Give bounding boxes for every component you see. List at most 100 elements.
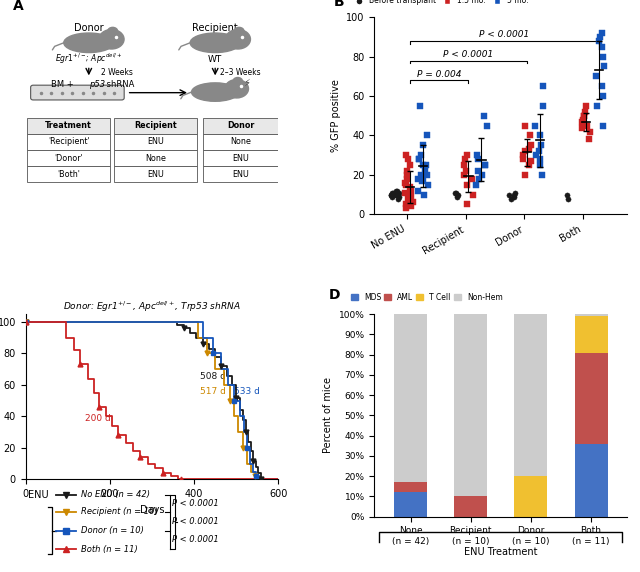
Point (506, 194, 516, 203)
Point (415, 150, 426, 160)
FancyBboxPatch shape (202, 150, 278, 166)
Y-axis label: Percent of mice: Percent of mice (323, 378, 333, 454)
Point (389, 190, 399, 199)
Point (577, 123, 587, 132)
FancyBboxPatch shape (27, 118, 110, 134)
Text: ENU: ENU (232, 170, 249, 179)
Point (459, 161, 469, 170)
Text: ⚡: ⚡ (243, 78, 250, 88)
Bar (575, 352, 607, 444)
Point (579, 111, 589, 120)
Bar (454, 314, 487, 496)
Text: Donor (n = 10): Donor (n = 10) (81, 526, 144, 535)
Point (518, 150, 528, 160)
Text: ENU: ENU (147, 170, 164, 179)
Text: P < 0.0001: P < 0.0001 (172, 535, 219, 545)
Point (460, 154, 470, 164)
Point (577, 117, 588, 126)
Bar (575, 444, 607, 517)
Point (452, 192, 463, 201)
Bar (394, 492, 427, 517)
Point (524, 161, 534, 170)
Point (597, 82, 607, 91)
Point (563, 194, 573, 203)
Bar (454, 496, 487, 517)
Point (530, 121, 540, 130)
Legend: Before transplant, 1.5 mo., 5 mo.: Before transplant, 1.5 mo., 5 mo. (348, 0, 532, 9)
Point (422, 170, 433, 180)
Text: P < 0.0001: P < 0.0001 (444, 50, 493, 59)
Point (403, 194, 413, 203)
Text: None: None (230, 137, 251, 146)
Point (526, 141, 536, 150)
Point (422, 180, 433, 189)
Point (404, 196, 414, 205)
FancyBboxPatch shape (202, 166, 278, 182)
Bar (575, 314, 607, 316)
Text: $Egr1^{+/-}$; $Apc^{del/+}$: $Egr1^{+/-}$; $Apc^{del/+}$ (55, 51, 122, 66)
FancyBboxPatch shape (114, 134, 198, 150)
Text: Recipient (n = 10): Recipient (n = 10) (81, 507, 158, 516)
Point (526, 157, 536, 166)
Point (404, 190, 414, 199)
Point (534, 146, 545, 156)
Point (413, 174, 424, 184)
Text: p53: p53 (89, 80, 105, 89)
Point (598, 62, 609, 71)
Point (582, 121, 593, 130)
Text: Recipient: Recipient (134, 121, 177, 130)
Point (392, 188, 402, 197)
Text: shRNA: shRNA (104, 80, 134, 89)
Text: WT: WT (208, 54, 222, 63)
Legend: MDS, AML, T Cell, Non-Hem: MDS, AML, T Cell, Non-Hem (348, 289, 506, 305)
Text: Treatment: Treatment (45, 121, 92, 130)
Text: ENU: ENU (147, 137, 164, 146)
Point (472, 166, 483, 176)
Point (417, 176, 427, 185)
Point (598, 121, 608, 130)
Point (406, 186, 416, 195)
FancyBboxPatch shape (27, 134, 110, 150)
Point (479, 161, 490, 170)
Point (392, 190, 403, 199)
Text: D: D (329, 288, 340, 302)
Point (394, 188, 404, 197)
Point (387, 188, 397, 197)
Point (400, 178, 410, 188)
Text: P < 0.0001: P < 0.0001 (172, 499, 219, 508)
X-axis label: Days: Days (140, 505, 164, 515)
Point (415, 170, 426, 180)
Bar (394, 314, 427, 482)
Point (413, 186, 423, 195)
FancyBboxPatch shape (202, 118, 278, 134)
Text: 2–3 Weeks: 2–3 Weeks (220, 68, 261, 77)
Text: P = 0.004: P = 0.004 (417, 70, 461, 79)
Point (509, 188, 520, 197)
Circle shape (233, 77, 243, 85)
Point (525, 131, 535, 140)
FancyBboxPatch shape (114, 118, 198, 134)
Point (400, 188, 410, 197)
Point (452, 190, 463, 199)
Point (418, 161, 428, 170)
Point (462, 150, 472, 160)
Point (401, 200, 412, 209)
Point (535, 154, 545, 164)
Text: A: A (13, 0, 24, 13)
Point (598, 52, 608, 61)
Point (579, 111, 589, 120)
Text: B: B (334, 0, 344, 9)
Point (413, 154, 424, 164)
Text: Donor: Donor (227, 121, 254, 130)
Text: Both (n = 11): Both (n = 11) (81, 545, 138, 554)
Point (386, 190, 396, 199)
Point (509, 192, 520, 201)
Point (520, 170, 531, 180)
Text: 533 d: 533 d (234, 387, 260, 396)
Text: 2 Weeks: 2 Weeks (101, 68, 133, 77)
Point (401, 204, 411, 213)
Circle shape (108, 27, 118, 35)
Point (393, 194, 403, 203)
Point (520, 146, 531, 156)
Point (458, 170, 468, 180)
